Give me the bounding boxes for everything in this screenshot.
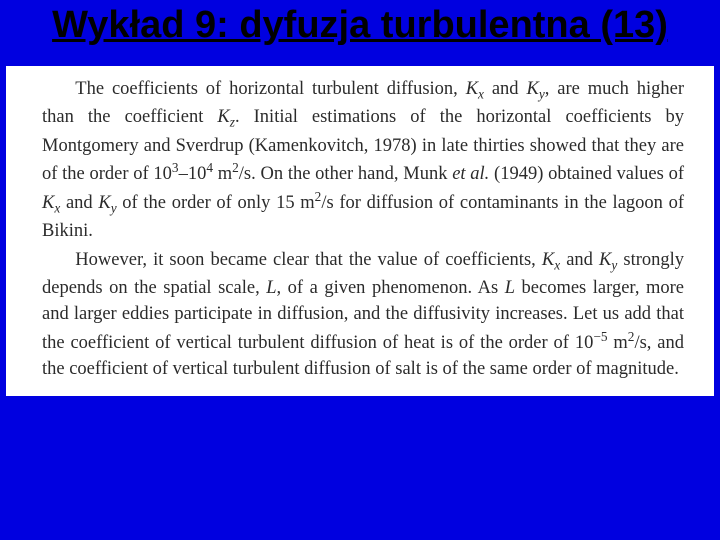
var-ky: Ky [98, 193, 116, 213]
text: K [466, 79, 478, 99]
superscript: 2 [232, 160, 239, 175]
var-kz: Kz [217, 107, 235, 127]
paragraph-2: However, it soon became clear that the v… [42, 247, 684, 383]
text: m [213, 164, 232, 184]
superscript: −5 [593, 329, 607, 344]
text: K [599, 250, 611, 270]
text: m [608, 333, 628, 353]
text: –10 [179, 164, 207, 184]
text: K [42, 193, 54, 213]
text: However, it soon became clear that the v… [75, 250, 542, 270]
slide: Wykład 9: dyfuzja turbulentna (13) The c… [0, 0, 720, 540]
text: of the order of only 15 m [117, 193, 315, 213]
text: K [98, 193, 110, 213]
var-ky: Ky [526, 79, 544, 99]
var-kx: Kx [42, 193, 60, 213]
paragraph-1: The coefficients of horizontal turbulent… [42, 76, 684, 245]
var-L: L [505, 278, 515, 298]
text: , of a given phenomenon. As [277, 278, 505, 298]
var-kx: Kx [542, 250, 560, 270]
text: K [526, 79, 538, 99]
var-kx: Kx [466, 79, 484, 99]
text: (1949) obtained values of [489, 164, 684, 184]
text: and [60, 193, 98, 213]
text: The coefficients of horizontal turbulent… [75, 79, 465, 99]
superscript: 4 [206, 160, 213, 175]
var-L: L [266, 278, 276, 298]
text: K [217, 107, 229, 127]
superscript: 3 [172, 160, 179, 175]
text: and [484, 79, 527, 99]
slide-title: Wykład 9: dyfuzja turbulentna (13) [0, 0, 720, 60]
text: K [542, 250, 554, 270]
text: and [560, 250, 599, 270]
content-box: The coefficients of horizontal turbulent… [6, 66, 714, 397]
var-ky: Ky [599, 250, 617, 270]
et-al: et al. [452, 164, 489, 184]
text: /s. On the other hand, Munk [239, 164, 452, 184]
